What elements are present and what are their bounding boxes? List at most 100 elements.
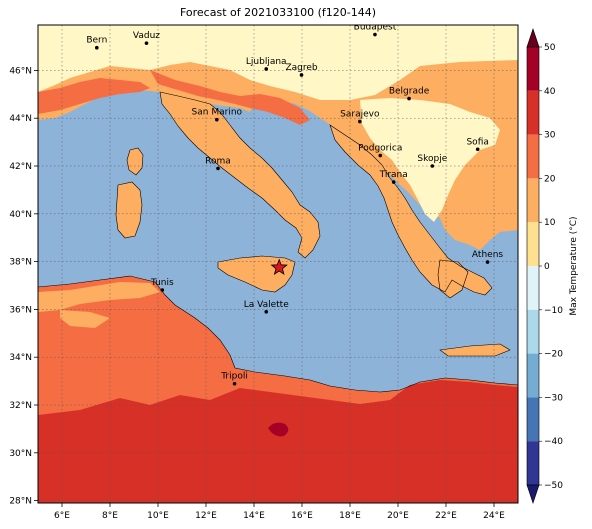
y-tick-label: 28°N (9, 497, 32, 507)
colorbar-segment (527, 178, 539, 223)
city-dot (264, 310, 269, 314)
city-dot (391, 180, 396, 184)
tunisia-mild-zone-2 (60, 310, 110, 328)
city-dot (232, 381, 237, 386)
y-tick-label: 36°N (9, 305, 32, 315)
colorbar-tick-label: −30 (544, 393, 563, 403)
sardinia-island (116, 182, 142, 238)
city-podgorica[interactable]: Podgorica (358, 143, 402, 158)
city-dot (299, 73, 304, 77)
city-athens[interactable]: Athens (472, 250, 503, 264)
city-belgrade[interactable]: Belgrade (389, 87, 430, 101)
city-name: Podgorica (358, 143, 402, 153)
colorbar-tick-label: −20 (544, 350, 563, 360)
city-sofia[interactable]: Sofia (466, 137, 489, 152)
city-ljubljana[interactable]: Ljubljana (246, 57, 287, 71)
africa-hot-zone (38, 380, 518, 503)
city-skopje[interactable]: Skopje (417, 154, 448, 168)
city-san-marino[interactable]: San Marino (192, 108, 243, 122)
y-tick-label: 44°N (9, 114, 32, 124)
colorbar-tick-label: 50 (544, 43, 556, 53)
y-tick-label: 38°N (9, 258, 32, 268)
latitude-ticks: 46°N 44°N 42°N 40°N 38°N 36°N 34°N 32°N 30°N 28°N (9, 66, 38, 507)
x-tick-label: 8°E (102, 511, 118, 521)
city-tripoli[interactable]: Tripoli (220, 372, 248, 386)
colorbar-segment (527, 397, 539, 442)
colorbar-segment (527, 47, 539, 91)
city-la-valette[interactable]: La Valette (244, 300, 289, 314)
coastline (439, 343, 511, 357)
colorbar-segment (527, 90, 539, 135)
city-name: Ljubljana (246, 57, 287, 67)
city-name: Vaduz (133, 31, 160, 41)
x-tick-label: 20°E (387, 511, 409, 521)
city-bern[interactable]: Bern (86, 36, 107, 50)
peak-heat-spot (268, 422, 289, 437)
city-name: Bern (86, 36, 107, 46)
colorbar-segment (527, 222, 539, 266)
x-tick-label: 16°E (291, 511, 313, 521)
y-tick-label: 46°N (9, 66, 32, 76)
city-dot (485, 260, 490, 264)
city-name: Roma (205, 156, 231, 166)
city-dot (264, 67, 269, 71)
colorbar: 50 40 30 20 10 0 −10 −20 −30 −40 −50 Max Temperatur… (526, 28, 579, 504)
corsica-island (127, 148, 143, 175)
y-tick-label: 32°N (9, 401, 32, 411)
colorbar-extend-max (526, 28, 540, 48)
x-tick-label: 6°E (54, 511, 70, 521)
city-name: Sofia (466, 137, 488, 147)
y-tick-label: 42°N (9, 162, 32, 172)
city-name: Sarajevo (340, 110, 380, 120)
tunisia-mild-zone (38, 282, 160, 312)
y-tick-label: 30°N (9, 449, 32, 459)
colorbar-segment (527, 353, 539, 398)
city-name: San Marino (192, 108, 243, 118)
city-name: Belgrade (389, 87, 430, 97)
colorbar-tick-label: 10 (544, 218, 556, 228)
x-tick-label: 24°E (483, 511, 505, 521)
city-name: Budapest (354, 23, 397, 33)
city-dot (378, 153, 383, 158)
city-tirana[interactable]: Tirana (379, 170, 408, 184)
longitude-ticks: 6°E 8°E 10°E 12°E 14°E 16°E 18°E 20°E 22°E 24°E (54, 503, 505, 521)
colorbar-tick-label: −50 (544, 481, 563, 491)
star-marker[interactable] (270, 258, 288, 275)
city-tunis[interactable]: Tunis (150, 278, 174, 292)
coastline (437, 259, 469, 299)
city-name: Zagreb (285, 63, 317, 73)
colorbar-segment (527, 266, 539, 310)
italy-peninsula (160, 92, 320, 258)
colorbar-tick-label: −40 (544, 437, 563, 447)
coastline (217, 255, 296, 293)
star-icon[interactable] (270, 258, 288, 275)
colorbar-segment (527, 441, 539, 485)
coastline (115, 181, 143, 239)
city-vaduz[interactable]: Vaduz (133, 31, 160, 45)
city-budapest[interactable]: Budapest (354, 23, 397, 37)
city-dot (373, 32, 377, 37)
city-dot (160, 288, 165, 292)
city-dot (358, 119, 362, 124)
map-frame (37, 24, 519, 504)
city-zagreb[interactable]: Zagreb (285, 63, 318, 77)
colorbar-tick-label: 30 (544, 131, 556, 141)
x-tick-label: 10°E (147, 511, 169, 521)
city-dot (144, 41, 149, 45)
colorbar-tick-label: −10 (544, 306, 563, 316)
city-name: Skopje (417, 154, 447, 164)
city-name: Athens (472, 250, 503, 260)
north-warm-band (38, 78, 150, 114)
italy-mild-band (150, 70, 310, 125)
city-dot (430, 164, 435, 168)
city-sarajevo[interactable]: Sarajevo (340, 110, 380, 124)
coastline (38, 275, 518, 503)
balkan-cold-band (360, 98, 500, 222)
city-name: Tunis (150, 278, 174, 288)
colorbar-segment (527, 134, 539, 179)
city-roma[interactable]: Roma (205, 156, 231, 171)
city-name: La Valette (244, 300, 289, 310)
